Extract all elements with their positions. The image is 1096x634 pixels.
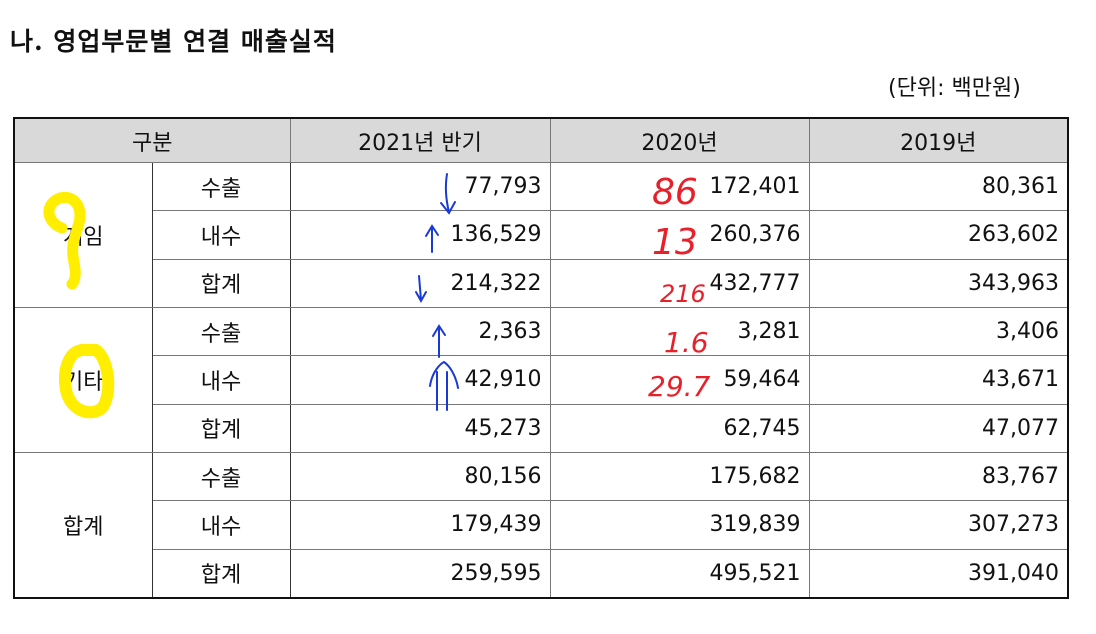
cell-value: 307,273 [808, 500, 1069, 550]
cell-value: 260,376 [549, 210, 810, 260]
row-label: 수출 [151, 306, 291, 357]
header-2021-half: 2021년 반기 [289, 117, 551, 163]
cell-value: 175,682 [549, 451, 810, 502]
row-label: 수출 [151, 451, 291, 502]
cell-value: 214,322 [289, 258, 551, 308]
header-row: 구분 2021년 반기 2020년 2019년 [13, 117, 1069, 163]
group-label-total: 합계 [13, 451, 153, 599]
cell-value: 43,671 [808, 355, 1069, 405]
cell-value: 259,595 [289, 548, 551, 599]
table-row: 내수 42,910 59,464 43,671 [14, 355, 1069, 405]
sales-table: 구분 2021년 반기 2020년 2019년 게임 수출 77,793 172… [13, 117, 1070, 599]
cell-value: 319,839 [549, 500, 810, 550]
cell-value: 62,745 [549, 403, 810, 453]
header-2020: 2020년 [549, 117, 810, 163]
row-label: 내수 [151, 210, 291, 260]
cell-value: 77,793 [289, 161, 551, 212]
row-label: 합계 [151, 258, 291, 308]
cell-value: 343,963 [808, 258, 1069, 308]
cell-value: 42,910 [289, 355, 551, 405]
table-row: 게임 수출 77,793 172,401 80,361 [13, 161, 1069, 308]
cell-value: 136,529 [289, 210, 551, 260]
cell-value: 45,273 [289, 403, 551, 453]
table-row: 기타 수출 2,363 3,281 3,406 [13, 306, 1069, 453]
cell-value: 495,521 [549, 548, 810, 599]
group-label-game: 게임 [13, 162, 153, 308]
row-label: 합계 [151, 548, 291, 599]
table-row: 내수 136,529 260,376 263,602 [14, 210, 1069, 260]
group-label-other: 기타 [13, 306, 153, 453]
table-row: 합계 214,322 432,777 343,963 [14, 258, 1069, 308]
cell-value: 172,401 [549, 161, 810, 212]
table-row: 내수 179,439 319,839 307,273 [14, 500, 1069, 550]
cell-value: 83,767 [808, 451, 1069, 502]
cell-value: 80,361 [808, 161, 1069, 212]
row-label: 수출 [151, 161, 291, 212]
cell-value: 3,281 [549, 306, 810, 357]
cell-value: 80,156 [289, 451, 551, 502]
cell-value: 3,406 [808, 306, 1069, 357]
cell-value: 2,363 [289, 306, 551, 357]
cell-value: 391,040 [808, 548, 1069, 599]
unit-label: (단위: 백만원) [888, 76, 1021, 101]
row-label: 내수 [151, 500, 291, 550]
header-2019: 2019년 [808, 117, 1069, 163]
cell-value: 47,077 [808, 403, 1069, 453]
cell-value: 59,464 [549, 355, 810, 405]
table-row: 합계 45,273 62,745 47,077 [14, 403, 1069, 453]
header-category: 구분 [13, 117, 291, 163]
row-label: 내수 [151, 355, 291, 405]
row-label: 합계 [151, 403, 291, 453]
table-row: 합계 259,595 495,521 391,040 [14, 548, 1069, 599]
page-title: 나. 영업부문별 연결 매출실적 [10, 27, 337, 56]
table-row: 합계 수출 80,156 175,682 83,767 [13, 451, 1069, 599]
cell-value: 179,439 [289, 500, 551, 550]
cell-value: 432,777 [549, 258, 810, 308]
cell-value: 263,602 [808, 210, 1069, 260]
